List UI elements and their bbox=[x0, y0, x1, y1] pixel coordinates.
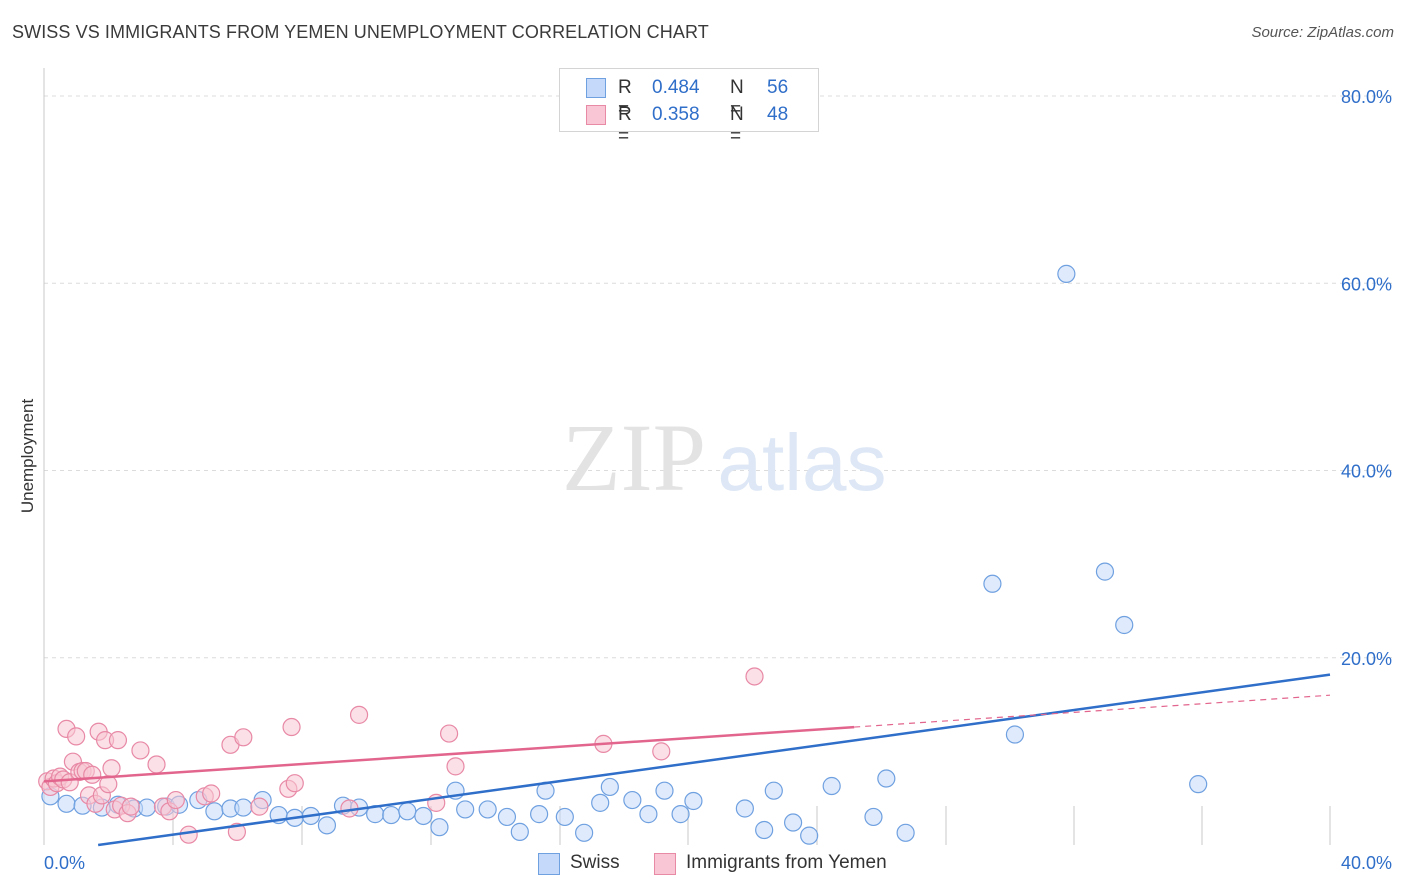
swiss-point bbox=[591, 793, 610, 812]
legend-swatch-swiss bbox=[586, 78, 606, 98]
swiss-point bbox=[414, 806, 433, 826]
swiss-point bbox=[1189, 775, 1208, 794]
bottom-legend-label-swiss: Swiss bbox=[570, 852, 620, 873]
swiss-point bbox=[783, 813, 803, 832]
yemen-point bbox=[166, 790, 185, 810]
swiss-point bbox=[735, 799, 754, 818]
yemen-point bbox=[108, 731, 128, 750]
swiss-point bbox=[1005, 725, 1025, 744]
swiss-point bbox=[1095, 562, 1115, 581]
swiss-point bbox=[655, 781, 674, 800]
swiss-point bbox=[456, 800, 475, 819]
swiss-points bbox=[41, 264, 1208, 845]
swiss-point bbox=[896, 823, 915, 842]
yemen-point bbox=[67, 727, 86, 746]
swiss-point bbox=[530, 805, 549, 824]
swiss-point bbox=[1115, 615, 1134, 635]
gridlines bbox=[44, 95, 1392, 659]
swiss-point bbox=[755, 820, 774, 840]
swiss-point bbox=[382, 805, 401, 825]
yemen-point bbox=[131, 741, 150, 760]
legend-r-label: R = bbox=[618, 104, 632, 147]
legend-n-value: 56 bbox=[767, 77, 789, 98]
swiss-point bbox=[983, 574, 1002, 593]
legend-r-label: R = bbox=[618, 77, 632, 120]
legend-n-label: N = bbox=[730, 77, 744, 120]
swiss-point bbox=[639, 805, 658, 824]
swiss-point bbox=[478, 800, 497, 819]
yemen-trend-extension bbox=[854, 694, 1331, 728]
legend-n-value: 48 bbox=[767, 104, 789, 125]
swiss-point bbox=[510, 822, 529, 841]
legend-r-value: 0.358 bbox=[652, 104, 700, 125]
swiss-point bbox=[877, 769, 896, 788]
swiss-point bbox=[684, 791, 703, 811]
swiss-point bbox=[497, 807, 517, 827]
swiss-point bbox=[398, 802, 417, 821]
yemen-point bbox=[234, 728, 253, 747]
chart-title: SWISS VS IMMIGRANTS FROM YEMEN UNEMPLOYM… bbox=[12, 22, 709, 42]
yemen-point bbox=[202, 784, 221, 803]
y-tick-label: 20.0% bbox=[1341, 649, 1392, 669]
yemen-point bbox=[179, 825, 198, 844]
swiss-point bbox=[555, 807, 574, 827]
legend-n-label: N = bbox=[730, 104, 744, 147]
y-tick-label: 60.0% bbox=[1341, 274, 1392, 294]
bottom-legend-swatch-swiss bbox=[538, 853, 560, 875]
x-tick-label: 40.0% bbox=[1341, 853, 1392, 873]
yemen-point bbox=[439, 724, 459, 743]
swiss-point bbox=[671, 805, 690, 824]
swiss-point bbox=[600, 777, 619, 797]
watermark-atlas: atlas bbox=[718, 418, 887, 507]
y-tick-label: 80.0% bbox=[1341, 87, 1392, 107]
swiss-trend-line bbox=[97, 673, 1331, 847]
yemen-point bbox=[285, 774, 304, 793]
swiss-point bbox=[430, 818, 449, 837]
bottom-legend-swatch-yemen bbox=[654, 853, 676, 875]
swiss-point bbox=[623, 790, 642, 810]
yemen-point bbox=[745, 667, 764, 686]
swiss-point bbox=[317, 816, 337, 835]
swiss-point bbox=[205, 802, 224, 821]
yemen-point bbox=[349, 705, 369, 724]
legend: R = 0.484 N = 56 R = 0.358 N = 48 bbox=[559, 68, 819, 147]
watermark-zip: ZIP bbox=[562, 404, 706, 511]
yemen-point bbox=[83, 765, 102, 784]
yemen-point bbox=[282, 717, 301, 737]
yemen-trend-line bbox=[43, 725, 855, 783]
yemen-points bbox=[38, 667, 764, 844]
y-tick-label: 40.0% bbox=[1341, 462, 1392, 482]
trend-lines bbox=[43, 673, 1331, 847]
swiss-point bbox=[800, 826, 819, 845]
swiss-point bbox=[764, 781, 783, 800]
legend-r-value: 0.484 bbox=[652, 77, 700, 98]
yemen-point bbox=[121, 797, 140, 816]
watermark: ZIP atlas bbox=[562, 404, 886, 511]
yemen-point bbox=[446, 757, 465, 776]
yemen-point bbox=[250, 797, 269, 816]
swiss-point bbox=[234, 798, 253, 817]
x-tick-label: 0.0% bbox=[44, 853, 85, 873]
yemen-point bbox=[652, 742, 671, 761]
bottom-legend-label-yemen: Immigrants from Yemen bbox=[686, 852, 887, 873]
yemen-point bbox=[147, 755, 166, 774]
swiss-point bbox=[864, 807, 883, 827]
swiss-point bbox=[575, 823, 594, 842]
swiss-point bbox=[822, 776, 841, 796]
swiss-point bbox=[137, 798, 156, 817]
tick-labels: 20.0% 40.0% 60.0% 80.0% 0.0% 40.0% bbox=[44, 87, 1392, 873]
swiss-point bbox=[57, 794, 76, 813]
swiss-point bbox=[1057, 264, 1076, 283]
legend-swatch-yemen bbox=[586, 105, 606, 125]
source-label: Source: ZipAtlas.com bbox=[1251, 24, 1394, 41]
yemen-point bbox=[102, 759, 121, 778]
